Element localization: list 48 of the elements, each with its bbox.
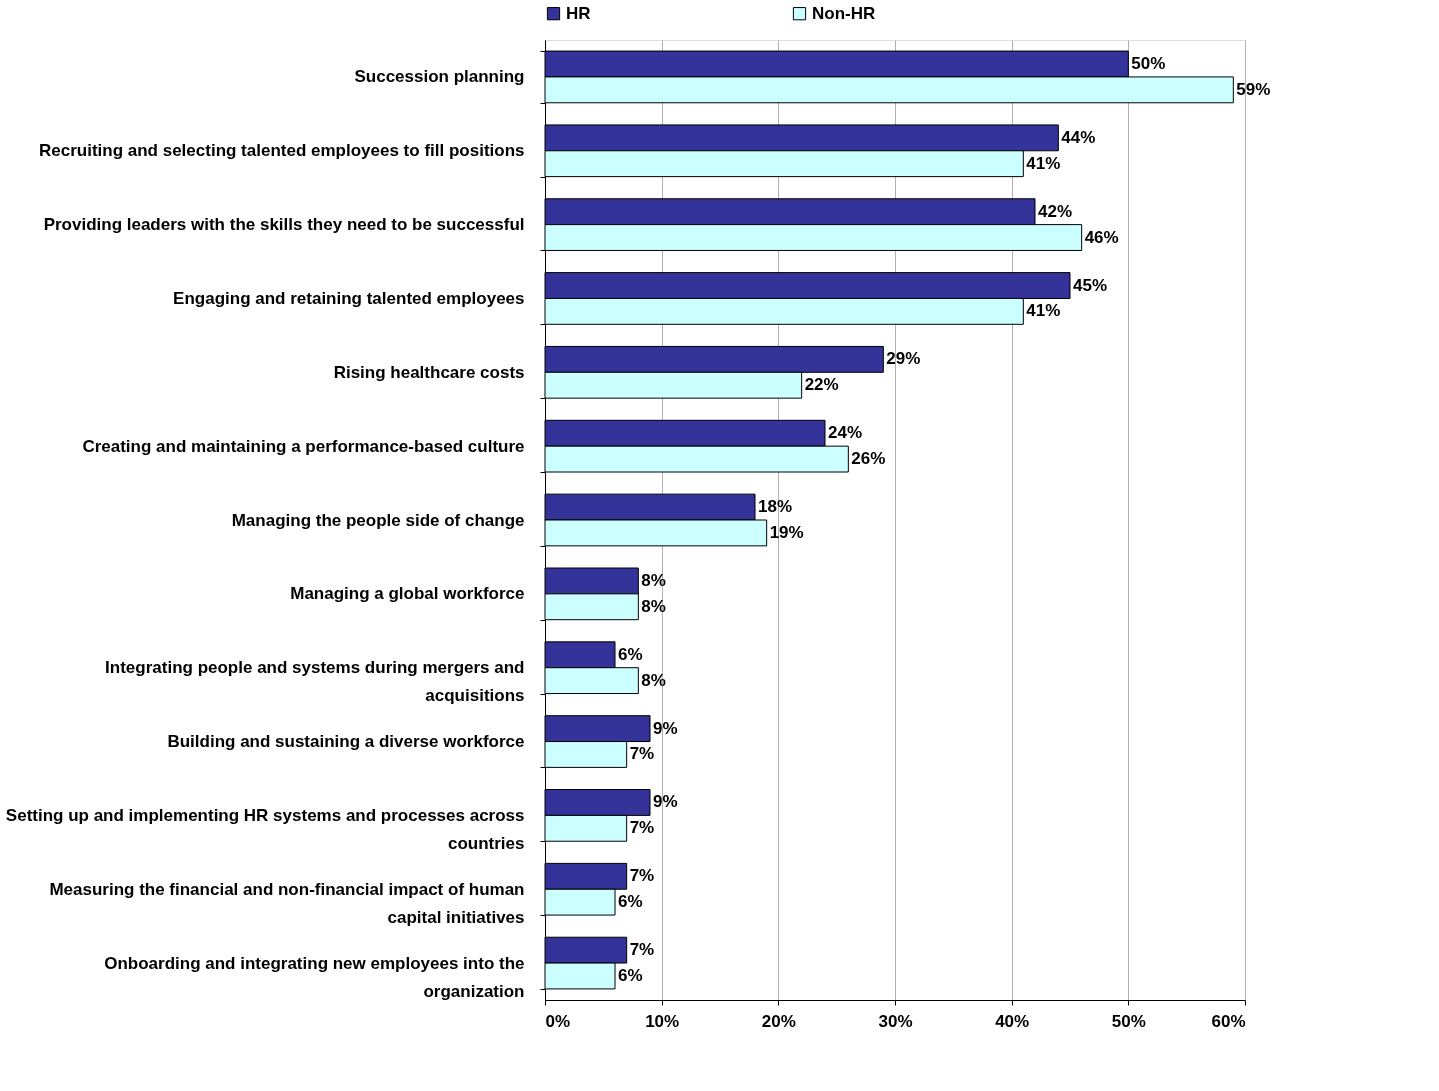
data-label: 18% bbox=[758, 497, 793, 517]
x-tick-label: 30% bbox=[878, 1011, 913, 1031]
data-label: 7% bbox=[629, 818, 655, 838]
data-label: 41% bbox=[1026, 301, 1061, 321]
data-label: 7% bbox=[629, 940, 655, 960]
y-tick-label: Setting up and implementing HR systems and processes across countries bbox=[5, 805, 525, 853]
x-tick-label: 40% bbox=[995, 1011, 1030, 1031]
data-label: 9% bbox=[653, 792, 678, 812]
data-label: 29% bbox=[886, 349, 921, 369]
y-tick-label: Managing a global workforce bbox=[290, 584, 525, 604]
y-tick-label: Succession planning bbox=[354, 67, 525, 87]
y-tick-label: Measuring the financial and non-financial impact of human capital initiatives bbox=[49, 879, 525, 927]
y-tick-label: Onboarding and integrating new employees into the organization bbox=[104, 953, 525, 1001]
y-tick-label: Providing leaders with the skills they need to be successful bbox=[43, 215, 525, 235]
data-label: 8% bbox=[641, 570, 666, 590]
legend-label: Non-HR bbox=[812, 3, 876, 23]
y-tick-label: Engaging and retaining talented employees bbox=[173, 288, 525, 308]
data-label: 45% bbox=[1073, 275, 1108, 295]
data-label: 9% bbox=[653, 718, 678, 738]
x-tick-label: 20% bbox=[761, 1011, 796, 1031]
data-label: 8% bbox=[641, 670, 666, 690]
data-label: 59% bbox=[1236, 79, 1271, 99]
data-label: 44% bbox=[1061, 127, 1096, 147]
data-label: 41% bbox=[1026, 153, 1061, 173]
x-tick-label: 50% bbox=[1111, 1011, 1146, 1031]
data-label: 8% bbox=[641, 596, 666, 616]
data-label: 6% bbox=[618, 644, 643, 664]
y-tick-label: Rising healthcare costs bbox=[333, 362, 525, 382]
data-label: 26% bbox=[851, 449, 886, 469]
data-label: 7% bbox=[629, 744, 655, 764]
y-tick-label: Building and sustaining a diverse workforce bbox=[167, 732, 525, 752]
y-tick-label: Managing the people side of change bbox=[231, 510, 525, 530]
data-label: 6% bbox=[618, 892, 643, 912]
data-label: 42% bbox=[1038, 201, 1073, 221]
data-label: 22% bbox=[804, 375, 839, 395]
data-label: 6% bbox=[618, 966, 643, 985]
data-label: 19% bbox=[769, 522, 804, 542]
data-label: 24% bbox=[828, 423, 863, 443]
x-tick-label: 10% bbox=[645, 1011, 680, 1031]
x-tick-label: 0% bbox=[545, 1011, 571, 1031]
y-tick-label: Integrating people and systems during mergers and acquisitions bbox=[105, 658, 525, 706]
y-tick-label: Creating and maintaining a performance-based culture bbox=[82, 436, 525, 456]
data-label: 7% bbox=[629, 866, 655, 886]
data-label: 46% bbox=[1084, 227, 1119, 247]
legend-label: HR bbox=[566, 3, 591, 23]
data-label: 50% bbox=[1131, 54, 1166, 73]
y-tick-label: Recruiting and selecting talented employees to fill positions bbox=[38, 141, 525, 161]
x-tick-label: 60% bbox=[1211, 1011, 1246, 1031]
